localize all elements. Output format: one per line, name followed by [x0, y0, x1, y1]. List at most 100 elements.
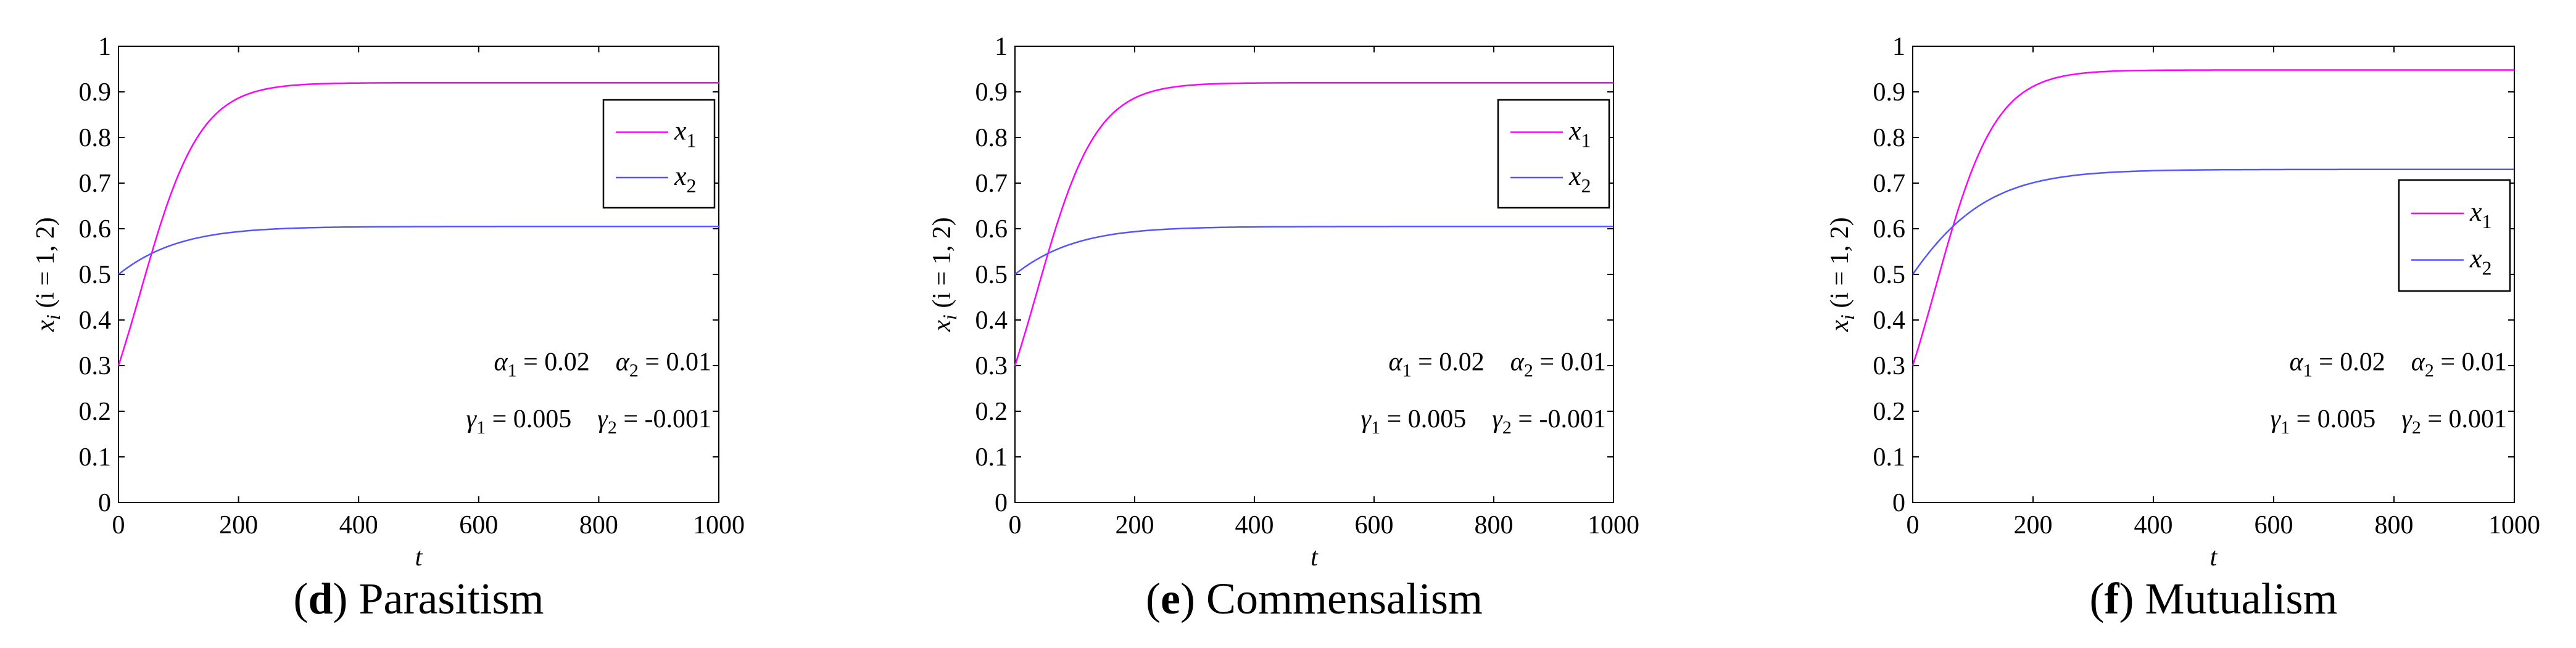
x-axis-label: t: [1311, 543, 1319, 572]
legend-box: [602, 99, 716, 209]
annotation-symbol: α: [494, 348, 508, 376]
annotation-symbol: γ: [466, 405, 478, 433]
y-tick-label: 0.7: [975, 170, 1008, 198]
legend-box: [2398, 179, 2511, 292]
annotation-symbol: γ: [597, 405, 608, 433]
caption-open-paren: (: [1146, 574, 1161, 623]
legend-label-base: x: [1568, 116, 1581, 146]
caption-title: Commensalism: [1206, 574, 1483, 623]
caption-title: Mutualism: [2145, 574, 2337, 623]
x-tick-label: 1000: [2488, 511, 2540, 539]
annotation-symbol: γ: [1361, 405, 1372, 433]
y-tick-label: 1: [995, 33, 1008, 61]
x-tick-label: 1000: [1588, 511, 1639, 539]
legend-label-sub: 2: [1581, 174, 1591, 197]
y-tick-label: 0.6: [975, 215, 1008, 244]
x-tick-label: 200: [1116, 511, 1154, 539]
annotation-value: = -0.001: [1512, 405, 1606, 433]
y-label-sub: i: [1836, 314, 1858, 320]
annotation-line-2: γ1 = 0.005 γ2 = 0.001: [2271, 405, 2508, 438]
annotation-value: = 0.005: [486, 405, 571, 433]
legend-label-sub: 1: [1581, 129, 1591, 152]
annotation-sub: 2: [2425, 360, 2434, 380]
y-label-tail: (i = 1, 2): [928, 217, 956, 314]
annotation-line-2: γ1 = 0.005 γ2 = -0.001: [1361, 405, 1607, 438]
panel-caption: (d) Parasitism: [293, 574, 544, 623]
y-axis-label: xi (i = 1, 2): [31, 217, 64, 332]
caption-close-paren: ): [2119, 574, 2145, 623]
panel-caption: (e) Commensalism: [1146, 574, 1483, 623]
annotation-value: = 0.001: [2421, 405, 2507, 433]
y-tick-label: 0: [98, 489, 111, 517]
x-axis-label: t: [415, 543, 423, 572]
annotation-value: = 0.005: [2290, 405, 2375, 433]
series-line-x1: [117, 81, 719, 366]
y-tick-label: 0.8: [1873, 124, 1906, 152]
x-tick-label: 400: [2134, 511, 2173, 539]
y-tick-label: 0.2: [79, 398, 112, 426]
y-label-base: x: [928, 320, 956, 332]
annotation-value: = 0.005: [1380, 405, 1466, 433]
annotation-gap: [1485, 348, 1510, 376]
y-tick-label: 0.1: [79, 443, 112, 472]
x-tick-label: 200: [219, 511, 258, 539]
annotation-value: = -0.001: [617, 405, 711, 433]
annotation-line-1: α1 = 0.02 α2 = 0.01: [2290, 348, 2507, 380]
annotation-value: = 0.01: [2434, 348, 2507, 376]
legend-label-base: x: [674, 161, 687, 191]
y-tick-label: 0.4: [79, 306, 112, 335]
annotation-sub: 2: [2412, 417, 2421, 438]
x-tick-label: 800: [2375, 511, 2414, 539]
x-tick-label: 0: [1009, 511, 1022, 539]
y-tick-label: 0.6: [1873, 215, 1906, 244]
legend-label-x1: x1: [2469, 197, 2492, 232]
x-tick-label: 600: [1355, 511, 1394, 539]
legend-label-base: x: [2469, 244, 2482, 274]
y-tick-label: 0.5: [79, 261, 112, 289]
legend-label-base: x: [674, 116, 687, 146]
legend-label-base: x: [2469, 197, 2482, 227]
x-tick-label: 0: [1907, 511, 1920, 539]
annotation-gap: [2385, 348, 2411, 376]
y-axis-label: xi (i = 1, 2): [1826, 217, 1858, 332]
caption-title: Parasitism: [359, 574, 544, 623]
legend-box: [1497, 99, 1610, 209]
annotation-sub: 1: [2280, 417, 2290, 438]
legend-label-sub: 1: [687, 129, 697, 152]
annotation-symbol: γ: [1492, 405, 1503, 433]
caption-letter: e: [1161, 574, 1180, 623]
legend-label-x2: x2: [1568, 161, 1591, 197]
x-tick-label: 800: [1475, 511, 1514, 539]
parameter-annotation: α1 = 0.02 α2 = 0.01 γ1 = 0.005 γ2 = 0.001: [2271, 348, 2508, 438]
caption-letter: f: [2105, 574, 2120, 623]
x-tick-label: 800: [579, 511, 618, 539]
legend-label-x1: x1: [674, 116, 697, 152]
annotation-sub: 1: [1402, 360, 1412, 380]
y-label-sub: i: [42, 314, 64, 320]
legend-label-x2: x2: [2469, 244, 2492, 279]
annotation-symbol: α: [1389, 348, 1403, 376]
y-tick-label: 0.5: [1873, 261, 1906, 289]
legend-label-sub: 1: [2482, 210, 2492, 232]
caption-open-paren: (: [293, 574, 308, 623]
annotation-symbol: α: [2411, 348, 2425, 376]
chart-panel-e: 0 200 400 600 800 1000 0 0.1 0.2 0.3 0.4 0.5 0.6 0.7 0…: [928, 33, 1639, 623]
y-tick-label: 0.8: [79, 124, 112, 152]
x-tick-label: 600: [2255, 511, 2293, 539]
annotation-gap: [590, 348, 616, 376]
x-tick-label: 1000: [693, 511, 745, 539]
legend-label-x1: x1: [1568, 116, 1591, 152]
annotation-sub: 2: [608, 417, 617, 438]
y-tick-label: 0.9: [975, 78, 1008, 107]
annotation-symbol: α: [616, 348, 630, 376]
y-label-base: x: [1826, 320, 1854, 332]
y-tick-label: 0: [995, 489, 1008, 517]
series-line-x2: [1014, 226, 1613, 275]
annotation-sub: 1: [476, 417, 486, 438]
annotation-value: = 0.01: [639, 348, 711, 376]
